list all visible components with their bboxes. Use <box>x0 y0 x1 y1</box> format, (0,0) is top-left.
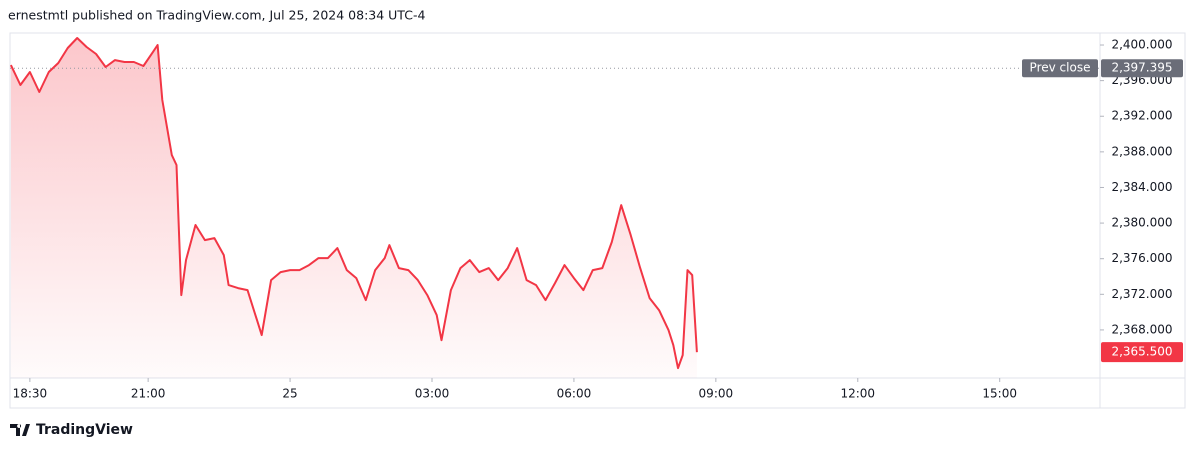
prev-close-name-bg <box>1022 59 1098 78</box>
last-price-label: 2,365.500 <box>1111 345 1172 359</box>
y-tick-label: 2,388.000 <box>1111 144 1172 158</box>
prev-close-label: 2,397.395 <box>1111 61 1172 75</box>
y-tick-label: 2,380.000 <box>1111 216 1172 230</box>
y-tick-label: 2,392.000 <box>1111 109 1172 123</box>
y-tick-label: 2,376.000 <box>1111 251 1172 265</box>
x-tick-label: 25 <box>282 387 297 401</box>
y-tick-label: 2,400.000 <box>1111 38 1172 52</box>
prev-close-label-bg <box>1101 59 1183 78</box>
x-tick-label: 12:00 <box>840 387 875 401</box>
x-tick-label: 06:00 <box>557 387 592 401</box>
x-tick-label: 03:00 <box>415 387 450 401</box>
chart-frame <box>9 32 1186 409</box>
y-tick-label: 2,368.000 <box>1111 322 1172 336</box>
y-tick-label: 2,384.000 <box>1111 180 1172 194</box>
price-line <box>9 37 698 370</box>
brand: TradingView <box>36 422 133 438</box>
area-fill <box>10 38 697 378</box>
x-tick-label: 21:00 <box>131 387 166 401</box>
x-tick-label: 09:00 <box>699 387 734 401</box>
y-tick-label: 2,372.000 <box>1111 287 1172 301</box>
last-price-label-bg <box>1101 342 1183 363</box>
x-tick-label: 18:30 <box>13 387 48 401</box>
logo <box>10 424 30 436</box>
x-tick-label: 15:00 <box>982 387 1017 401</box>
header: ernestmtl published on TradingView.com, … <box>8 8 425 23</box>
prev-close-name: Prev close <box>1030 61 1091 75</box>
